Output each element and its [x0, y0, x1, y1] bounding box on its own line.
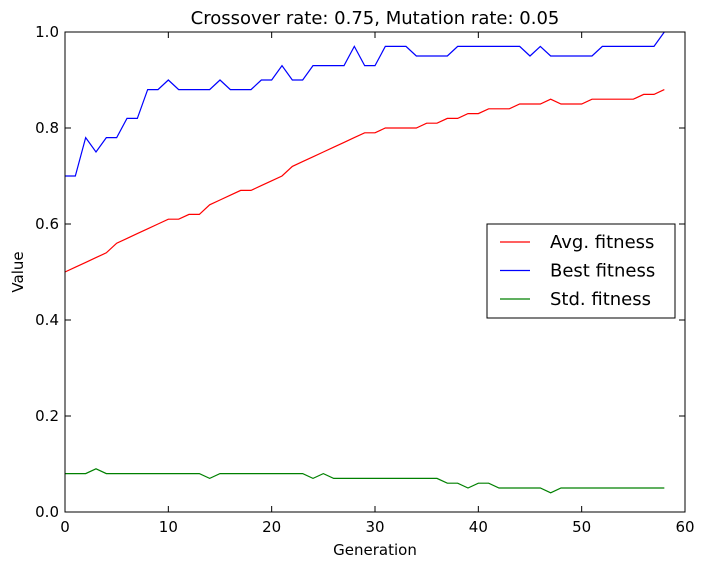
- y-tick-label: 0.4: [35, 311, 59, 329]
- y-tick-label: 0.0: [35, 503, 59, 521]
- series-line-best-fitness: [65, 31, 665, 177]
- plot-area: [64, 31, 665, 494]
- x-tick-label: 30: [365, 518, 384, 536]
- y-tick-label: 0.6: [35, 215, 59, 233]
- y-tick-label: 0.8: [35, 119, 59, 137]
- legend-label-avg-fitness: Avg. fitness: [550, 232, 654, 253]
- chart-title: Crossover rate: 0.75, Mutation rate: 0.0…: [191, 8, 560, 29]
- x-tick-label: 60: [675, 518, 694, 536]
- legend: Avg. fitness Best fitness Std. fitness: [486, 223, 676, 319]
- x-axis-label: Generation: [333, 541, 417, 559]
- x-tick-label: 10: [159, 518, 178, 536]
- y-tick-label: 1.0: [35, 23, 59, 41]
- series-line-avg-fitness: [64, 89, 665, 273]
- x-tick-label: 50: [572, 518, 591, 536]
- x-tick-label: 0: [60, 518, 70, 536]
- axis-ticks: 0 10 20 30 40 50 60 0.0 0.2 0.4 0.6 0.8 1.0: [35, 23, 694, 536]
- legend-label-std-fitness: Std. fitness: [550, 289, 651, 310]
- x-tick-label: 20: [262, 518, 281, 536]
- x-tick-label: 40: [469, 518, 488, 536]
- series-line-std-fitness: [65, 468, 665, 494]
- y-axis-label: Value: [9, 251, 27, 292]
- y-tick-label: 0.2: [35, 407, 59, 425]
- legend-label-best-fitness: Best fitness: [550, 261, 655, 282]
